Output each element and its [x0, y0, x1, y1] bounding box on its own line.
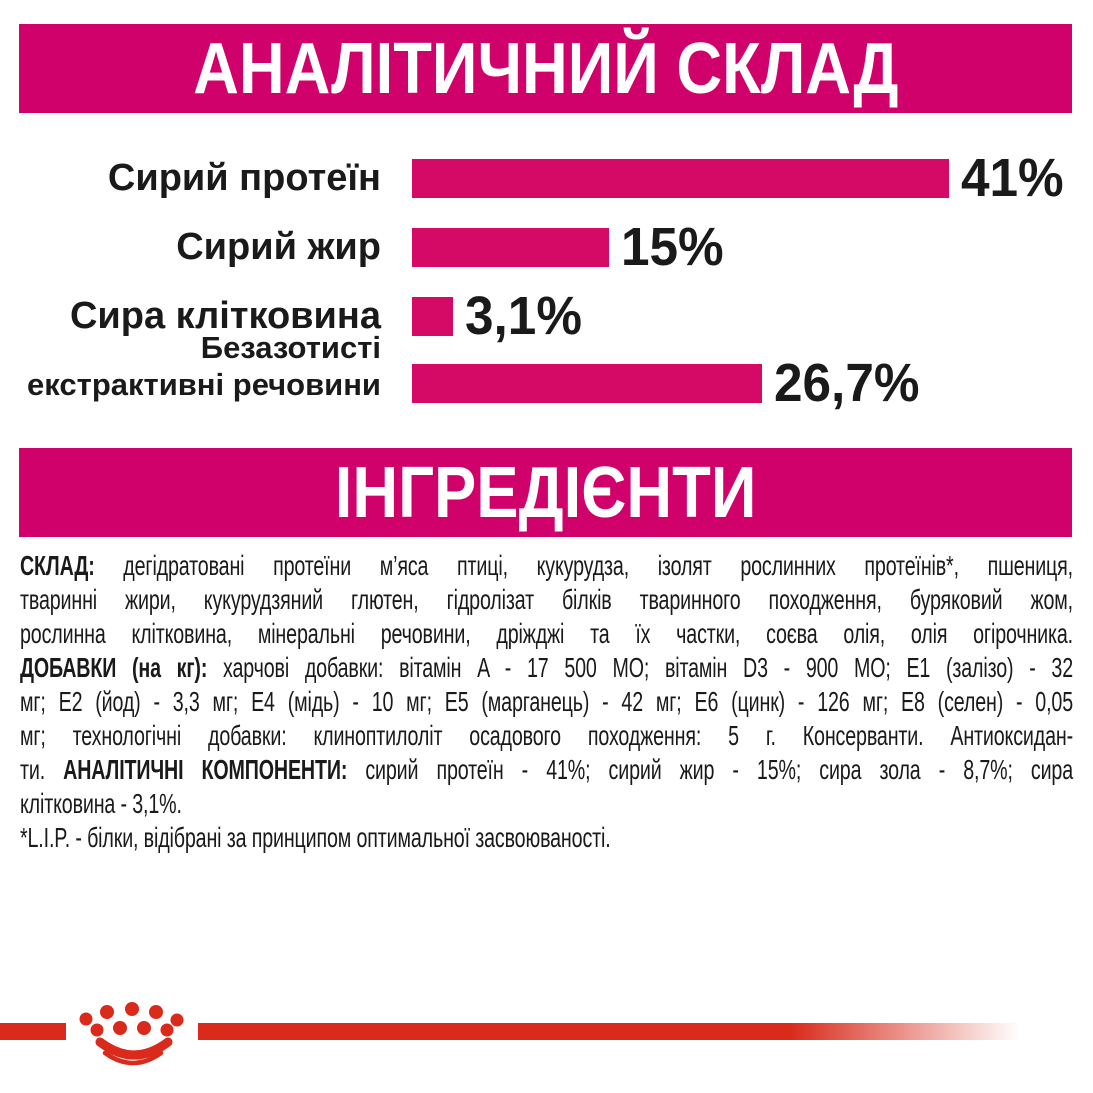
ingredients-text-line: рослинна клітковина, мінеральні речовини…	[20, 618, 1073, 649]
ingredients-text-line: клітковина - 3,1%.	[20, 788, 182, 819]
ingredients-text-line: ти. АНАЛІТИЧНІ КОМПОНЕНТИ: сирий протеїн…	[20, 754, 1073, 785]
ingredients-title: ІНГРЕДІЄНТИ	[334, 452, 757, 533]
chart-bar-value: 26,7%	[774, 353, 920, 413]
chart-bar	[412, 159, 949, 198]
ingredients-text-line: СКЛАД: дегідратовані протеїни м’яса птиц…	[20, 550, 1073, 581]
ingredients-text-block: СКЛАД: дегідратовані протеїни м’яса птиц…	[20, 549, 1073, 855]
ingredients-text-line: мг; технологічні добавки: клиноптилоліт …	[20, 720, 1073, 751]
ingredients-text-line: *L.I.P. - білки, відібрані за принципом …	[20, 822, 611, 853]
ingredients-header: ІНГРЕДІЄНТИ	[19, 448, 1072, 537]
chart-bar-value: 3,1%	[465, 286, 582, 346]
chart-bar-value: 15%	[621, 217, 724, 277]
chart-bar	[412, 228, 609, 267]
ingredients-text-line: мг; E2 (йод) - 3,3 мг; E4 (мідь) - 10 мг…	[20, 686, 1073, 717]
chart-row-label: Сирий жир	[176, 226, 381, 268]
ingredients-text-line: тваринні жири, кукурудзяний глютен, гідр…	[20, 584, 1073, 615]
ingredients-text-line: ДОБАВКИ (на кг): харчові добавки: вітамі…	[20, 652, 1073, 683]
analytical-composition-header: АНАЛІТИЧНИЙ СКЛАД	[19, 24, 1072, 113]
chart-row-label: Сирий протеїн	[107, 157, 381, 199]
red-divider-line-left	[0, 1023, 66, 1040]
chart-bar	[412, 297, 453, 336]
chart-bar-value: 41%	[961, 148, 1064, 208]
red-divider-line-right	[198, 1023, 1020, 1040]
chart-bar	[412, 364, 762, 403]
royal-canin-crown-icon	[79, 1002, 184, 1066]
chart-row-label: Сира клітковина	[69, 295, 381, 337]
analytical-composition-title: АНАЛІТИЧНИЙ СКЛАД	[192, 28, 899, 109]
chart-row-label: Безазотисті екстрактивні речовини	[27, 330, 381, 402]
